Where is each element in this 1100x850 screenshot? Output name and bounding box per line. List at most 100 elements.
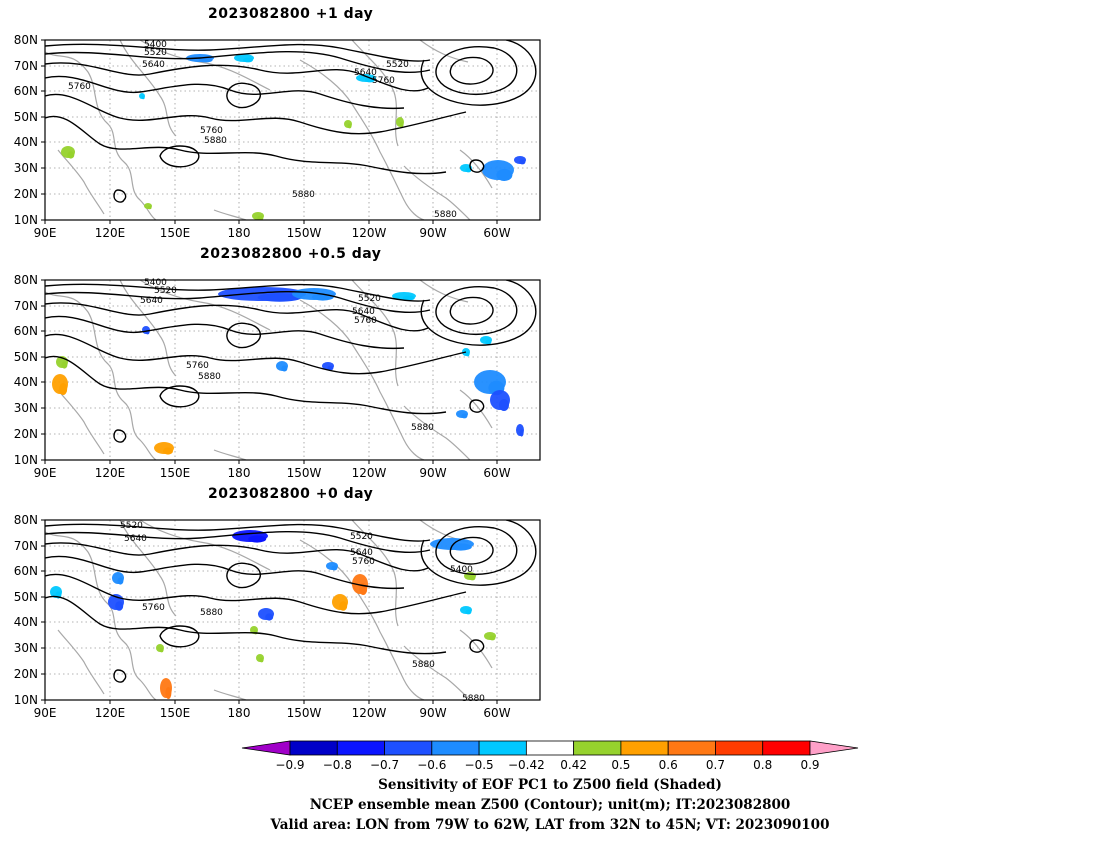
z500-contour <box>435 46 518 96</box>
x-tick-label: 180 <box>228 226 251 240</box>
caption-line-1: Sensitivity of EOF PC1 to Z500 field (Sh… <box>378 777 722 793</box>
contour-label: 5640 <box>140 296 163 306</box>
coastline <box>45 531 157 700</box>
colorbar-swatch <box>289 740 338 756</box>
sensitivity-shading <box>61 361 68 369</box>
contour-label: 5880 <box>412 660 435 670</box>
sensitivity-shading <box>59 383 68 395</box>
z500-contour <box>420 40 537 106</box>
x-tick-label: 60W <box>483 226 510 240</box>
contour-label: 5400 <box>144 40 167 50</box>
contour-label: 5400 <box>450 565 473 575</box>
colorbar-swatch <box>525 740 575 756</box>
x-tick-label: 150E <box>160 226 191 240</box>
sensitivity-shading <box>485 339 492 345</box>
coastline <box>299 59 425 220</box>
colorbar-swatch <box>478 740 527 756</box>
map-frame <box>44 39 541 221</box>
coastline <box>119 520 177 617</box>
contour-label: 5640 <box>142 60 165 70</box>
coastline <box>57 389 105 455</box>
map-panel-plus-1-day: 5400552056405760564057605520576058805880… <box>14 33 541 240</box>
sensitivity-shading <box>165 687 172 699</box>
y-tick-label: 30N <box>14 641 38 655</box>
map-plot-area <box>45 40 540 220</box>
z500-contour <box>45 355 447 415</box>
z500-contour <box>420 520 537 586</box>
map-plot-area <box>45 280 540 460</box>
x-tick-label: 90E <box>34 706 57 720</box>
z500-contour <box>226 562 261 589</box>
sensitivity-shading <box>519 159 526 165</box>
coastline <box>419 280 469 303</box>
coastline <box>459 149 493 189</box>
contour-label: 5520 <box>350 532 373 542</box>
coastline <box>459 629 493 669</box>
contour-label: 5880 <box>292 190 315 200</box>
sensitivity-shading <box>243 57 253 63</box>
z500-contour <box>45 333 467 375</box>
colorbar-swatch <box>336 740 385 756</box>
y-tick-label: 50N <box>14 110 38 124</box>
coastline <box>213 689 247 700</box>
z500-contour <box>45 290 431 314</box>
x-tick-label: 90W <box>419 226 446 240</box>
y-tick-label: 60N <box>14 324 38 338</box>
y-tick-label: 10N <box>14 213 38 227</box>
x-tick-label: 60W <box>483 466 510 480</box>
x-tick-label: 120W <box>352 466 387 480</box>
caption-line-2: NCEP ensemble mean Z500 (Contour); unit(… <box>309 797 791 813</box>
x-tick-label: 120E <box>95 466 126 480</box>
caption-line-3: Valid area: LON from 79W to 62W, LAT fro… <box>270 817 830 833</box>
y-tick-label: 10N <box>14 453 38 467</box>
contour-label: 5880 <box>434 210 457 220</box>
contour-label: 5880 <box>200 608 223 618</box>
contour-label: 5640 <box>124 534 147 544</box>
x-tick-label: 120E <box>95 226 126 240</box>
sensitivity-shading <box>248 535 267 543</box>
x-tick-label: 180 <box>228 706 251 720</box>
y-tick-label: 80N <box>14 273 38 287</box>
x-tick-label: 150W <box>287 466 322 480</box>
sensitivity-shading <box>67 151 75 159</box>
sensitivity-shading <box>339 601 348 611</box>
z500-contour <box>159 625 200 648</box>
colorbar-swatch <box>384 740 433 756</box>
sensitivity-shading <box>115 601 124 611</box>
sensitivity-shading <box>141 95 145 100</box>
z500-contour <box>45 75 405 110</box>
map-frame <box>44 279 541 461</box>
colorbar-tick-label: −0.6 <box>417 758 446 772</box>
coastline <box>299 299 425 460</box>
map-plot-area <box>45 520 540 700</box>
contour-label: 5520 <box>358 294 381 304</box>
coastline <box>403 405 471 460</box>
x-tick-label: 60W <box>483 706 510 720</box>
z500-contour <box>449 536 494 565</box>
z500-contour <box>45 283 431 302</box>
z500-contour <box>435 286 518 336</box>
sensitivity-shading <box>519 429 524 437</box>
z500-contour <box>45 93 467 135</box>
sensitivity-shading <box>465 609 472 615</box>
z500-contour <box>45 62 429 92</box>
y-tick-label: 40N <box>14 135 38 149</box>
sensitivity-shading <box>163 447 173 455</box>
y-tick-label: 30N <box>14 161 38 175</box>
y-tick-label: 20N <box>14 667 38 681</box>
colorbar-upper-extension <box>809 740 859 756</box>
x-tick-label: 150E <box>160 706 191 720</box>
y-tick-label: 60N <box>14 564 38 578</box>
y-tick-label: 70N <box>14 299 38 313</box>
colorbar: −0.9 −0.8 −0.7 −0.6 −0.5 −0.42 0.42 0.5 0.6 0.7 0.… <box>241 740 859 772</box>
coastline <box>459 389 493 429</box>
z500-contour <box>113 429 127 443</box>
y-tick-label: 70N <box>14 539 38 553</box>
z500-contour <box>45 542 429 572</box>
colorbar-swatch <box>667 740 716 756</box>
coastline <box>299 539 425 700</box>
colorbar-tick-label: −0.42 <box>508 758 545 772</box>
y-tick-label: 80N <box>14 513 38 527</box>
x-tick-label: 90E <box>34 466 57 480</box>
